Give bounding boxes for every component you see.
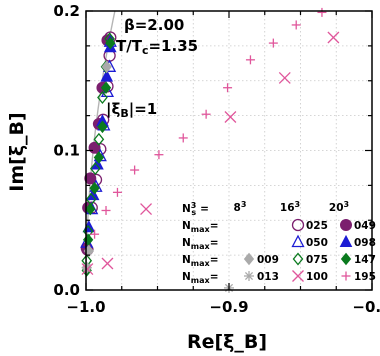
unit-circle-annotation: |ξB|=1 [106,100,157,120]
legend-marker-050 [291,234,305,248]
legend-marker-100 [292,270,304,282]
temperature-value: =1.35 [148,37,198,55]
point-147 [97,120,108,134]
legend-marker-013 [244,271,254,281]
y-tick-label: 0.2 [53,2,80,20]
y-axis-title: Im[ξ_B] [6,112,28,191]
temperature-subscript: c [142,44,149,57]
unit-circle-subscript: B [120,107,128,120]
point-195 [223,83,233,93]
legend-entry-label: 195 [354,271,376,283]
point-009 [101,60,112,74]
legend-entry-label: 100 [306,271,328,283]
y-axis-title-text: Im[ξ_B] [6,112,28,191]
point-195 [201,109,211,119]
y-tick-label: 0.1 [53,142,80,160]
point-100 [278,72,291,84]
legend-entry-label: 049 [354,220,376,232]
temperature-label: T/T [116,37,143,55]
legend-marker-098 [339,234,353,247]
point-100 [140,203,153,216]
point-147 [93,151,105,164]
legend-marker-147 [340,252,352,266]
axis-ticks: −1.0 −0.9 −0.8 0.0 0.1 0.2 [53,2,380,316]
legend-nmax-label: Nmax= [182,237,219,251]
x-axis-title-text: Re[ξ_B] [187,331,267,353]
legend-marker-049 [340,219,352,231]
point-100 [327,31,340,44]
point-195 [90,229,100,239]
data-points [80,7,340,293]
legend-marker-009 [243,252,255,266]
point-147 [89,181,100,195]
x-tick-label: −1.0 [66,298,105,316]
x-axis-title: Re[ξ_B] [187,331,267,353]
legend-entry-label: 075 [306,254,328,266]
legend-marker-025 [291,218,305,232]
point-075 [97,90,108,105]
legend-entry-label: 050 [306,237,328,249]
legend: N3 s = 83 163 203 Nmax= Nmax= Nmax= Nmax= 025 049 05… [182,200,376,285]
legend-nmax-label: Nmax= [182,254,219,268]
point-195 [130,165,140,175]
point-195 [101,205,111,215]
beta-annotation: β=2.00 [124,16,184,34]
y-tick-label: 0.0 [53,281,80,299]
legend-marker-075 [292,252,304,266]
legend-entry-label: 009 [257,254,279,266]
legend-nmax-label: Nmax= [182,220,219,234]
legend-header-ns: N3 s = [182,201,209,217]
legend-entry-label: 013 [257,271,279,283]
legend-entry-label: 147 [354,254,376,266]
grid [86,11,372,290]
point-195 [178,133,188,143]
legend-column-header: 203 [329,200,349,214]
point-100 [101,257,114,270]
point-195 [317,7,327,17]
point-147 [105,36,116,50]
point-049 [84,172,97,185]
legend-nmax-label: Nmax= [182,271,219,285]
x-tick-label: −0.9 [209,298,248,316]
legend-column-header: 163 [280,200,300,214]
point-100 [81,263,94,276]
legend-marker-195 [341,271,351,281]
legend-column-header: 83 [234,200,247,214]
point-100 [224,111,237,123]
point-195 [291,20,301,30]
legend-entry-label: 098 [354,237,376,249]
point-195 [268,38,278,48]
temperature-annotation: T/Tc=1.35 [116,37,198,57]
point-147 [100,81,112,95]
point-147 [85,202,96,216]
point-195 [154,150,164,160]
point-075 [89,162,101,176]
point-195 [112,187,122,197]
unit-circle-label: |ξ [106,100,120,119]
point-098 [100,69,114,82]
legend-entry-label: 025 [306,220,328,232]
x-tick-label: −0.8 [352,298,380,316]
point-195 [245,55,255,65]
unit-circle-value: |=1 [129,100,157,119]
point-075 [93,132,105,146]
